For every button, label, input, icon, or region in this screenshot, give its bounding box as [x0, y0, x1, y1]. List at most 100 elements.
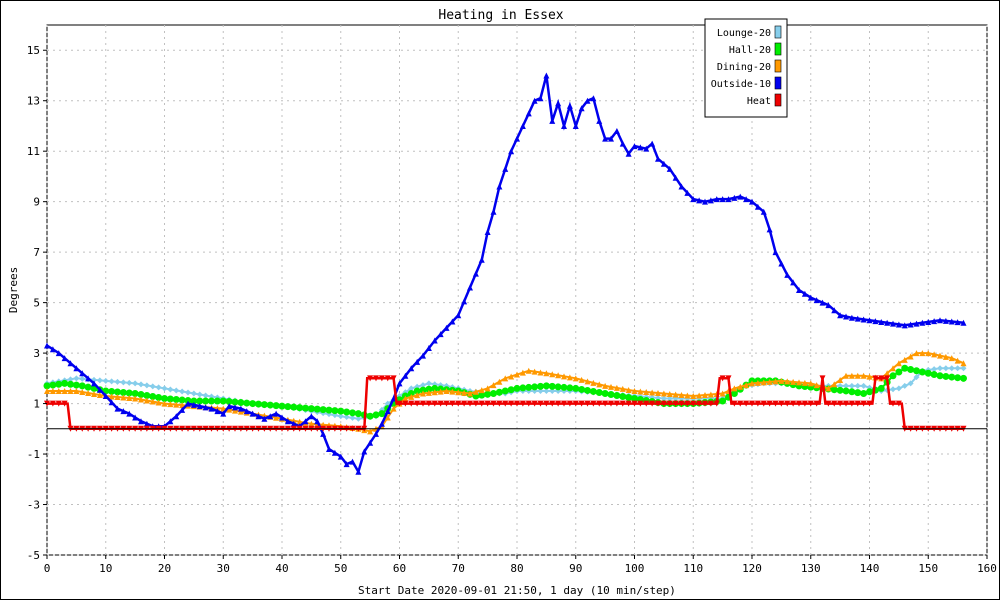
data-point — [196, 403, 203, 410]
data-point — [320, 430, 327, 437]
data-point — [149, 398, 156, 405]
data-point — [408, 400, 415, 407]
data-point — [572, 375, 579, 382]
data-point — [49, 400, 56, 407]
data-point — [760, 208, 767, 215]
data-point — [325, 406, 333, 414]
data-point — [313, 405, 321, 413]
data-point — [596, 400, 603, 407]
data-point — [508, 148, 515, 155]
data-point — [508, 400, 515, 407]
data-point — [696, 400, 703, 407]
data-point — [155, 394, 163, 402]
data-point — [273, 414, 280, 421]
data-point — [73, 375, 80, 382]
data-point — [913, 374, 920, 381]
data-point — [631, 387, 638, 394]
data-point — [601, 389, 609, 397]
data-point — [413, 387, 421, 395]
data-point — [924, 369, 932, 377]
data-point — [237, 405, 244, 412]
data-point — [937, 352, 943, 359]
data-point — [960, 365, 967, 372]
data-point — [96, 391, 103, 398]
data-point — [595, 388, 603, 396]
data-point — [49, 381, 57, 389]
data-point — [948, 318, 955, 325]
data-point — [942, 317, 949, 324]
data-point — [542, 382, 550, 390]
x-tick-label: 160 — [977, 562, 997, 575]
legend-label: Outside-10 — [711, 79, 771, 90]
data-point — [149, 383, 156, 390]
data-point — [543, 387, 550, 394]
data-point — [825, 302, 832, 309]
data-point — [866, 388, 873, 396]
data-point — [85, 375, 92, 382]
data-point — [96, 386, 103, 393]
data-point — [690, 393, 697, 399]
data-point — [308, 420, 315, 427]
data-point — [790, 400, 797, 407]
data-point — [343, 408, 351, 416]
data-point — [707, 400, 714, 407]
data-point — [860, 316, 867, 323]
x-tick-label: 30 — [217, 562, 230, 575]
data-point — [507, 386, 515, 394]
data-point — [219, 397, 227, 405]
data-point — [578, 385, 586, 393]
data-point — [79, 375, 86, 382]
data-point — [884, 319, 891, 326]
x-tick-label: 50 — [334, 562, 347, 575]
data-point — [420, 390, 426, 397]
data-point — [637, 144, 644, 151]
series-outside-10 — [44, 72, 967, 475]
data-point — [930, 371, 938, 379]
data-point — [813, 297, 820, 304]
data-point — [461, 298, 468, 305]
data-point — [731, 194, 738, 201]
data-point — [684, 392, 691, 399]
data-point — [942, 353, 949, 360]
data-point — [613, 128, 620, 134]
data-point — [555, 100, 562, 107]
data-point — [449, 400, 456, 407]
data-point — [408, 365, 415, 372]
data-point — [132, 395, 139, 402]
data-point — [631, 143, 638, 150]
legend-label: Dining-20 — [717, 62, 771, 73]
data-point — [543, 370, 550, 377]
data-point — [696, 392, 703, 399]
data-point — [690, 196, 697, 203]
data-point — [566, 102, 573, 109]
x-tick-label: 120 — [742, 562, 762, 575]
data-point — [208, 405, 215, 412]
data-point — [302, 418, 309, 425]
data-point — [572, 400, 579, 407]
data-point — [484, 400, 491, 407]
data-point — [55, 380, 63, 388]
data-point — [649, 140, 656, 147]
data-point — [484, 390, 492, 398]
data-point — [907, 366, 915, 373]
data-point — [490, 389, 497, 397]
data-point — [831, 307, 838, 314]
data-point — [637, 388, 644, 395]
data-point — [525, 400, 532, 407]
data-point — [766, 378, 773, 385]
data-point — [625, 386, 632, 393]
data-point — [467, 390, 473, 397]
data-point — [226, 403, 233, 410]
data-point — [467, 400, 473, 407]
data-point — [61, 355, 68, 362]
data-point — [837, 377, 844, 384]
data-point — [431, 337, 438, 344]
data-point — [213, 397, 221, 405]
data-point — [743, 196, 750, 203]
data-point — [519, 400, 526, 407]
data-point — [913, 320, 920, 327]
data-point — [108, 393, 115, 400]
data-point — [625, 400, 632, 407]
data-point — [361, 448, 368, 455]
